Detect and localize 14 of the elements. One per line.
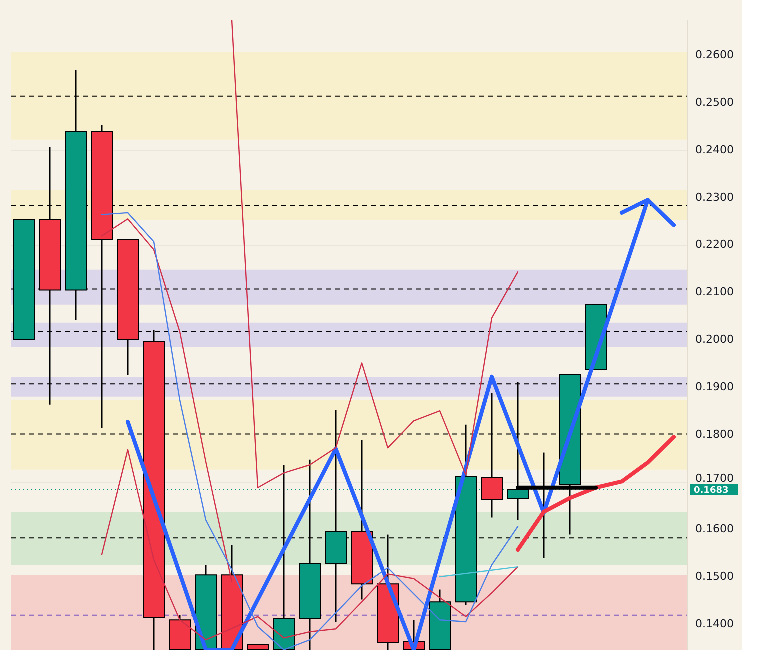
y-tick-label: 0.2200 [696, 238, 734, 252]
y-tick-label: 0.1400 [696, 617, 734, 630]
y-tick-label: 0.1500 [696, 570, 734, 584]
y-tick-label: 0.2100 [696, 286, 734, 299]
y-tick-label: 0.2500 [696, 96, 734, 109]
y-tick-label: 0.1700 [696, 472, 734, 486]
y-tick-label: 0.1800 [696, 428, 734, 441]
y-tick-label: 0.2300 [696, 190, 734, 204]
y-tick-label: 0.2000 [696, 333, 734, 346]
y-tick-label: 0.1900 [696, 380, 734, 394]
y-tick-label: 0.2400 [696, 143, 734, 156]
y-tick-label: 0.1600 [696, 522, 734, 536]
ref-line-label: 0.1683 [694, 486, 729, 496]
y-tick-label: 0.2600 [696, 48, 734, 62]
